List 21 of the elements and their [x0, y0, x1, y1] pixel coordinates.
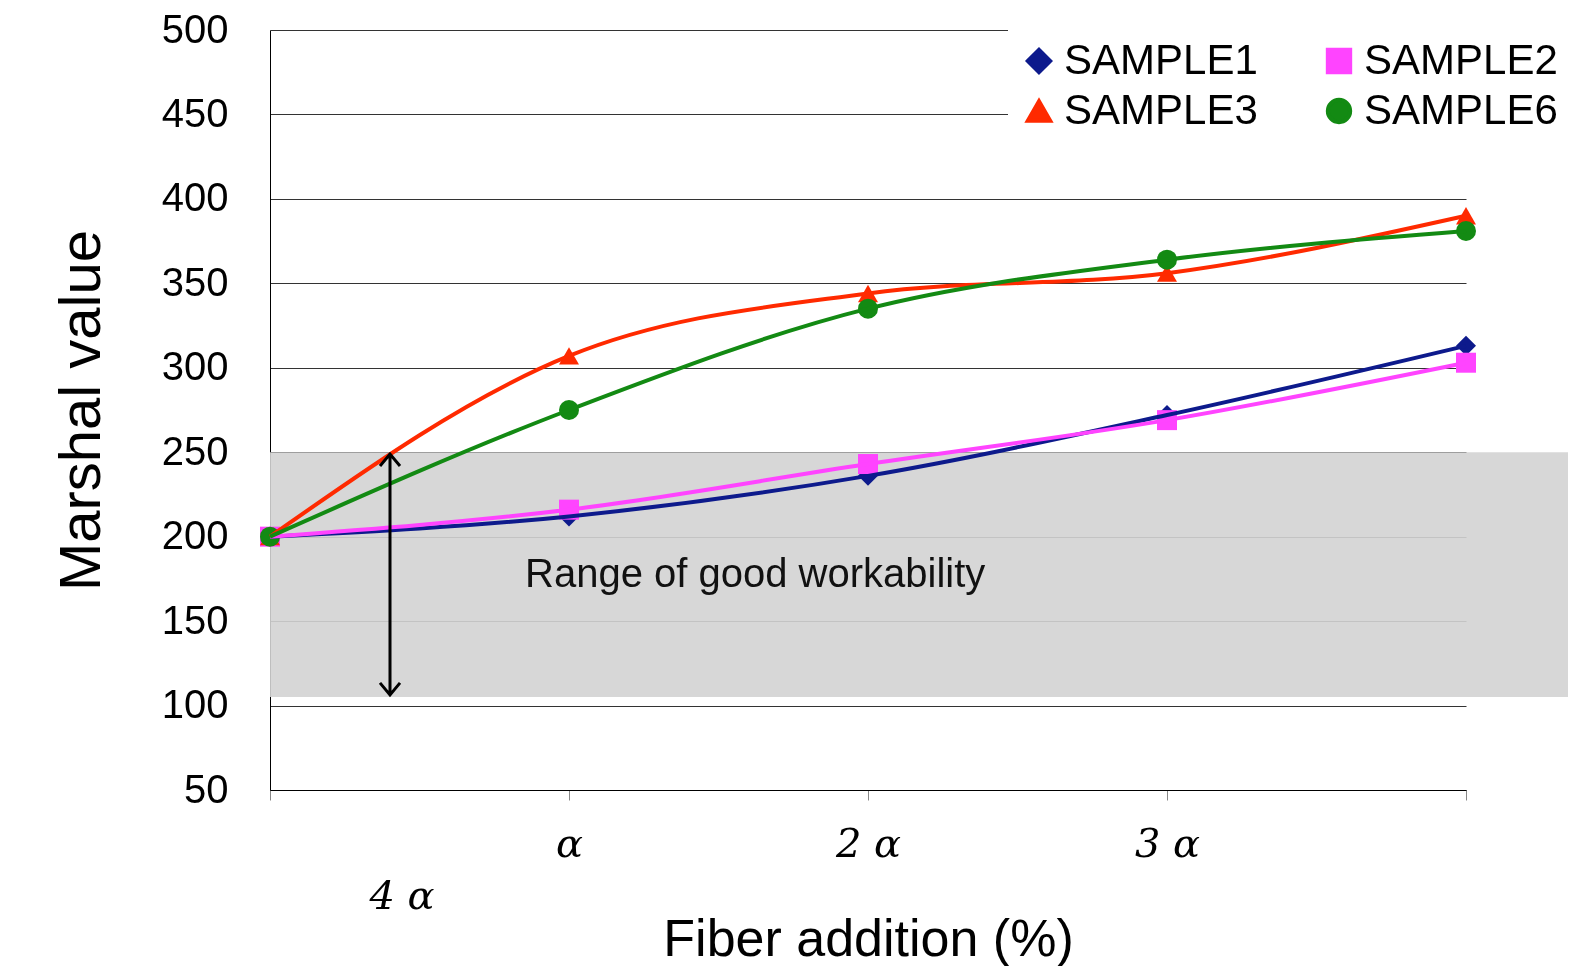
- y-tick-label: 350: [161, 259, 229, 304]
- y-axis-title: Marshal value: [46, 229, 112, 592]
- y-tick-label: 150: [161, 597, 229, 642]
- legend-label: SAMPLE3: [1064, 86, 1258, 133]
- x-tick-label: 2 α: [834, 819, 902, 866]
- y-tick-label: 250: [161, 428, 229, 473]
- legend-label: SAMPLE2: [1364, 36, 1558, 83]
- y-tick-label: 300: [161, 344, 229, 389]
- legend-label: SAMPLE1: [1064, 36, 1258, 83]
- x-axis-title: Fiber addition (%): [663, 908, 1074, 966]
- y-tick-label: 200: [161, 513, 229, 558]
- y-tick-label: 100: [161, 682, 229, 727]
- band-label: Range of good workability: [525, 550, 986, 595]
- y-tick-label: 400: [161, 175, 229, 220]
- y-tick-label: 500: [161, 6, 229, 51]
- legend-label: SAMPLE6: [1364, 86, 1558, 133]
- text: 4 α: [368, 872, 435, 918]
- y-tick-label: 450: [161, 90, 229, 135]
- x-tick-label: α: [555, 819, 584, 866]
- y-tick-label: 50: [184, 766, 229, 811]
- x-tick-label: 3 α: [1134, 819, 1201, 866]
